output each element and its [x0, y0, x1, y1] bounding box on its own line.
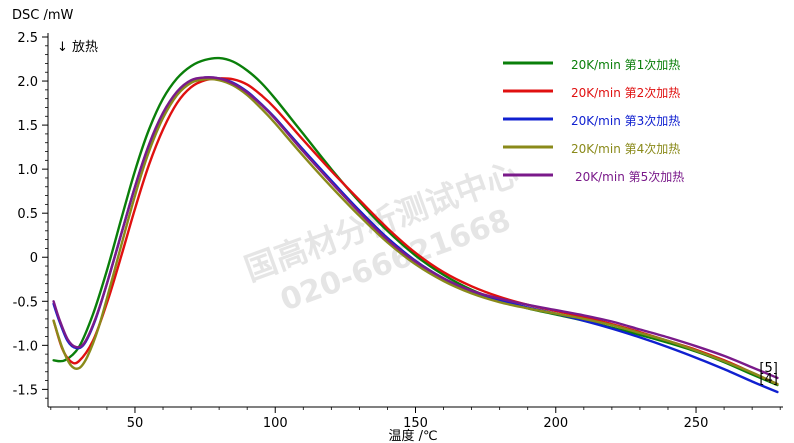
x-tick-label: 200	[543, 416, 568, 431]
y-tick-label: 2.0	[17, 75, 38, 90]
y-tick-label: 1.0	[17, 163, 38, 178]
legend-label-1: 20K/min 第1次加热	[571, 58, 680, 72]
y-tick-label: -0.5	[13, 295, 38, 310]
x-tick-label: 50	[127, 416, 144, 431]
x-tick-label: 150	[403, 416, 428, 431]
y-tick-label: 0	[30, 251, 38, 266]
y-tick-label: 1.5	[17, 119, 38, 134]
y-tick-label: 0.5	[17, 207, 38, 222]
series-line-4	[52, 77, 779, 386]
legend-label-2: 20K/min 第2次加热	[571, 86, 680, 100]
x-tick-label: 250	[684, 416, 709, 431]
legend-label-4: 20K/min 第4次加热	[571, 142, 680, 156]
x-axis-label: 温度 /℃	[388, 428, 437, 443]
end-marker-4: [4]	[759, 372, 777, 387]
series-lines: [5][4]	[52, 56, 779, 394]
series-line-5	[52, 76, 779, 380]
end-marker-5: [5]	[759, 361, 777, 376]
y-tick-label: -1.0	[13, 339, 38, 354]
legend-label-5: 20K/min 第5次加热	[575, 170, 684, 184]
legend: 20K/min 第1次加热 20K/min 第2次加热 20K/min 第3次加热 2…	[503, 58, 684, 184]
x-tick-label: 100	[263, 416, 288, 431]
y-tick-label: -1.5	[13, 383, 38, 398]
y-tick-label: 2.5	[17, 31, 38, 46]
series-line-1	[52, 56, 779, 387]
legend-label-3: 20K/min 第3次加热	[571, 114, 680, 128]
y-axis-label: DSC /mW	[12, 8, 74, 23]
axes: 2.5 2.0 1.5 1.0 0.5 0 -0.5 -1.0 -1.5 50 100 150 200 2…	[13, 31, 783, 431]
exotherm-annotation: ↓ 放热	[57, 40, 98, 55]
